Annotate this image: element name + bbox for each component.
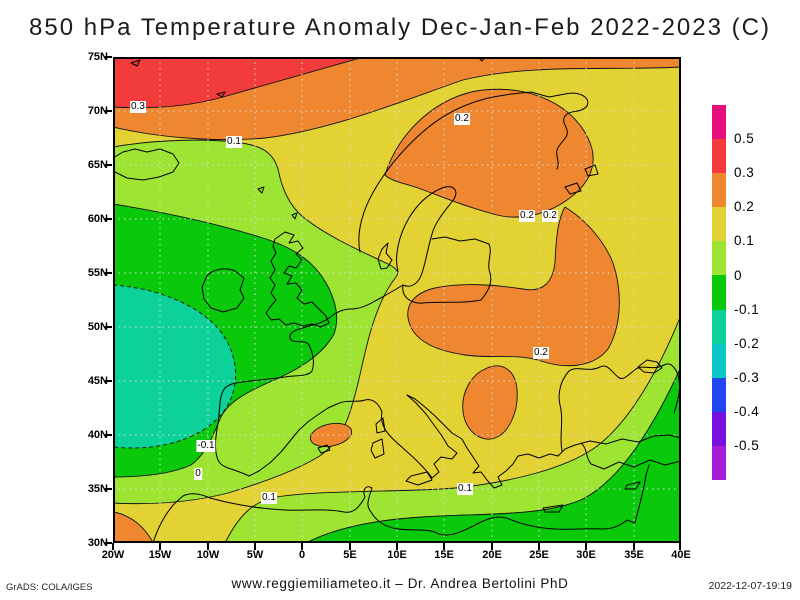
lat-tick-label: 45N [87, 375, 108, 387]
lat-tick-label: 35N [87, 483, 108, 495]
lat-tick-label: 65N [87, 159, 108, 171]
lat-tick [105, 488, 112, 490]
lon-tick [538, 543, 540, 550]
lat-tick [105, 110, 112, 112]
lon-tick-label: 5E [343, 549, 357, 561]
lon-tick-label: 15E [434, 549, 454, 561]
lon-tick-label: 35E [624, 549, 644, 561]
lat-tick-label: 60N [87, 213, 108, 225]
fill-red-arctic-band [113, 57, 366, 109]
map-frame [113, 57, 681, 543]
contour-label: 0.1 [457, 483, 473, 495]
contour-label: 0.1 [226, 136, 242, 148]
lon-tick-label: 0 [298, 549, 306, 561]
colorbar-segment [712, 377, 726, 412]
colorbar-segment [712, 445, 726, 481]
lon-tick [585, 543, 587, 550]
website-author-text: www.reggiemiliameteo.it – Dr. Andrea Ber… [231, 576, 569, 591]
lat-tick [105, 218, 112, 220]
lon-tick [301, 543, 303, 550]
colorbar-label: 0.5 [734, 131, 755, 146]
colorbar-label: 0.2 [734, 199, 755, 214]
lat-tick-label: 55N [87, 267, 108, 279]
lon-tick [396, 543, 398, 550]
colorbar-segment [712, 309, 726, 344]
colorbar-label: 0.3 [734, 165, 755, 180]
colorbar-label: -0.5 [734, 438, 760, 453]
lat-tick [105, 272, 112, 274]
contour-label: 0 [194, 468, 202, 480]
contour-map-svg [113, 57, 681, 543]
colorbar-label: -0.4 [734, 404, 760, 419]
fill-teal-atlantic-min [113, 284, 236, 449]
colorbar-segment [712, 105, 726, 140]
lon-tick [349, 543, 351, 550]
lon-tick-label: 40E [671, 549, 691, 561]
colorbar-segment [712, 275, 726, 310]
lon-tick [491, 543, 493, 550]
lon-tick [679, 543, 681, 550]
lon-tick [112, 543, 114, 550]
lon-tick [254, 543, 256, 550]
lon-tick [633, 543, 635, 550]
colorbar-segment [712, 139, 726, 174]
fill-orange-balearic [309, 422, 353, 448]
lat-tick [105, 164, 112, 166]
graticule-grid [113, 57, 681, 543]
contour-label: 0.3 [130, 101, 146, 113]
lon-tick [207, 543, 209, 550]
contour-label: 0.1 [261, 492, 277, 504]
lon-tick-label: 30E [576, 549, 596, 561]
colorbar-segment [712, 173, 726, 208]
colorbar-label: 0 [734, 268, 743, 283]
lat-tick [105, 56, 112, 58]
map-plot-area: 0.3 0.1 0.2 0.2 0.2 0.2 -0.1 0 0.1 0.1 [113, 57, 681, 543]
contour-label: 0.2 [542, 210, 558, 222]
colorbar-segment [712, 207, 726, 242]
colorbar-label: -0.2 [734, 336, 760, 351]
lon-tick-label: 20W [101, 549, 125, 561]
colorbar-segment [712, 411, 726, 446]
contour-label: 0.2 [533, 347, 549, 359]
contour-label: 0.2 [519, 210, 535, 222]
coastlines [113, 57, 681, 543]
page-title: 850 hPa Temperature Anomaly Dec-Jan-Feb … [29, 14, 771, 41]
contour-label: -0.1 [196, 440, 216, 452]
colorbar-segment [712, 343, 726, 378]
lon-tick [443, 543, 445, 550]
lon-tick-label: 20E [482, 549, 502, 561]
fill-orange-russia-ukraine [407, 206, 620, 367]
colorbar-label: -0.1 [734, 302, 760, 317]
lon-tick-label: 10E [387, 549, 407, 561]
lat-tick [105, 542, 112, 544]
lon-tick [159, 543, 161, 550]
lon-tick-label: 5W [246, 549, 264, 561]
lat-tick-label: 50N [87, 321, 108, 333]
lon-tick-label: 15W [148, 549, 172, 561]
colorbar-segment [712, 241, 726, 276]
lat-tick-label: 75N [87, 51, 108, 63]
colorbar-label: -0.3 [734, 370, 760, 385]
lat-tick [105, 326, 112, 328]
colorbar-label: 0.1 [734, 233, 755, 248]
lat-tick-label: 30N [87, 537, 108, 549]
fill-orange-balkans [462, 365, 518, 440]
contour-label: 0.2 [454, 113, 470, 125]
grads-credit-text: GrADS: COLA/IGES [6, 582, 93, 593]
timestamp-text: 2022-12-07-19:19 [708, 580, 792, 592]
fill-green-southeast [305, 366, 681, 543]
lat-tick-label: 40N [87, 429, 108, 441]
lat-tick-label: 70N [87, 105, 108, 117]
lon-tick-label: 10W [196, 549, 220, 561]
colorbar [712, 105, 726, 481]
lon-tick-label: 25E [529, 549, 549, 561]
lat-tick [105, 434, 112, 436]
lat-tick [105, 380, 112, 382]
